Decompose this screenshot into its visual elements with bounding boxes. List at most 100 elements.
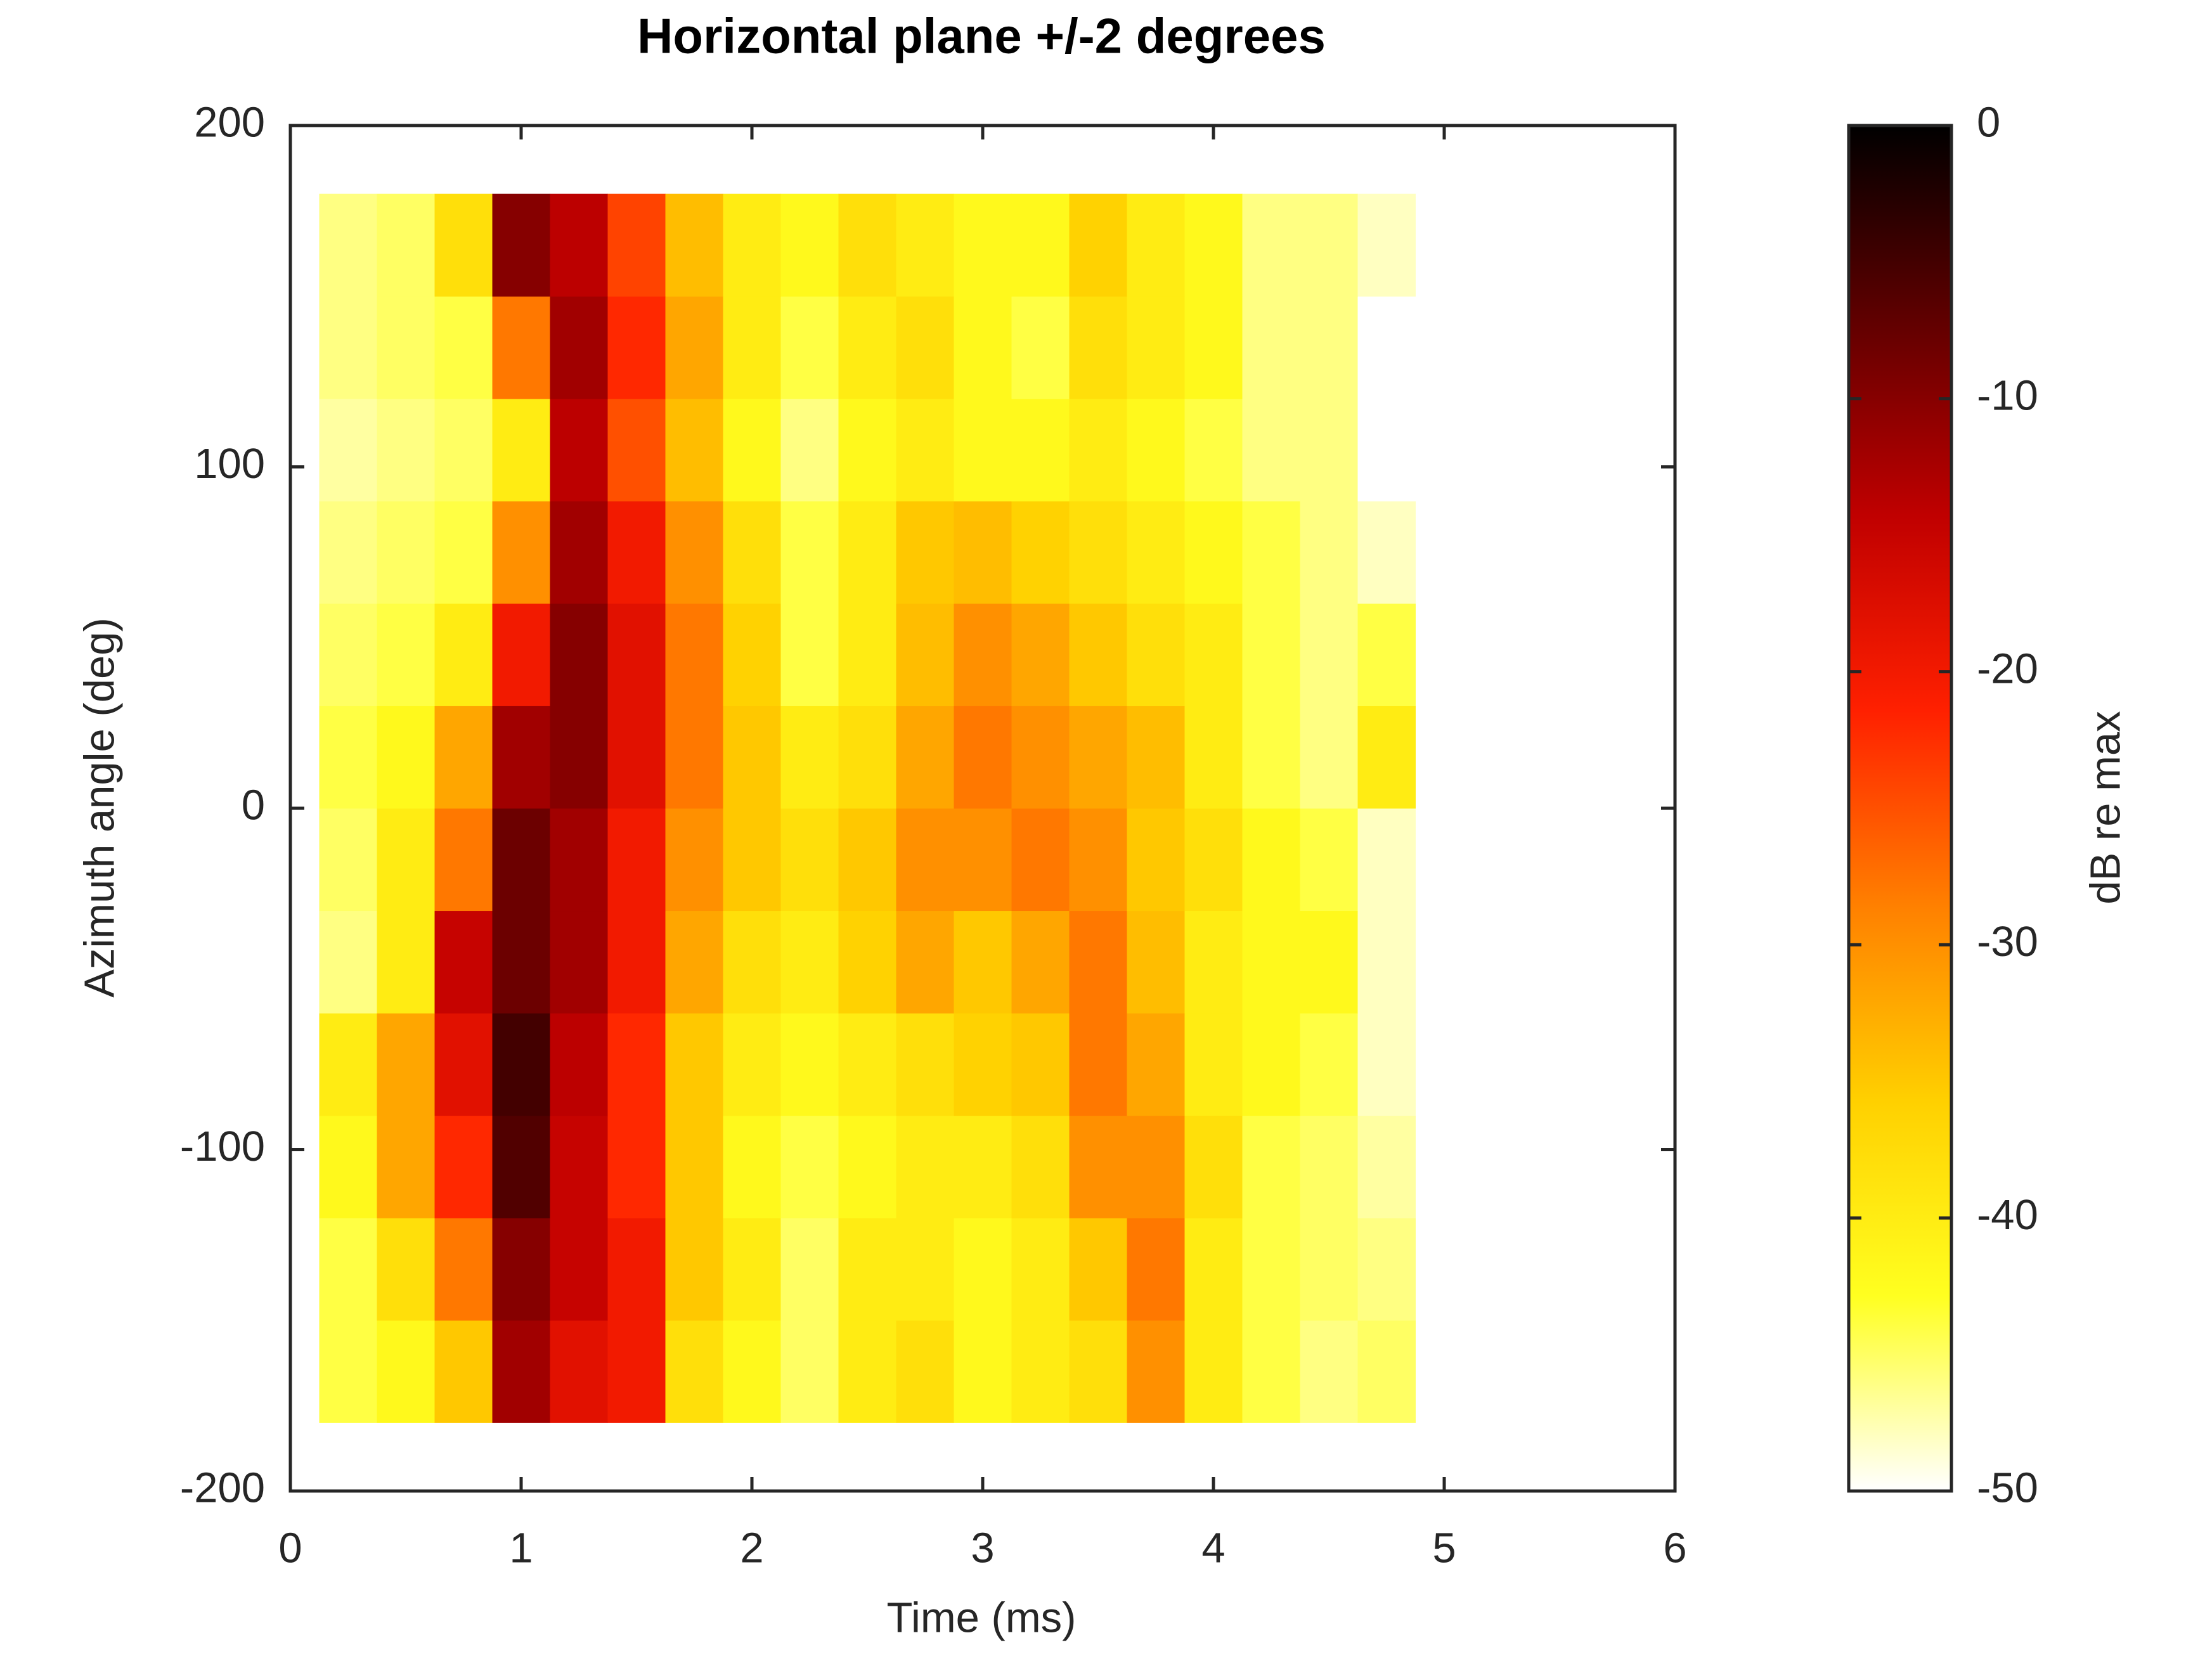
heatmap-cell: [1242, 296, 1300, 399]
y-tick-label: 0: [242, 782, 265, 829]
heatmap-cell: [1357, 603, 1416, 706]
heatmap-cell: [1357, 193, 1416, 297]
heatmap-cell: [896, 1320, 954, 1423]
colorbar-tick-label: -30: [1977, 918, 2038, 965]
heatmap-cell: [896, 296, 954, 399]
heatmap-cell: [723, 1218, 781, 1321]
heatmap-cell: [1300, 1115, 1358, 1218]
heatmap-cell: [1357, 501, 1416, 604]
heatmap-cell: [1300, 193, 1358, 297]
heatmap-cell: [723, 1320, 781, 1423]
heatmap-cell: [723, 706, 781, 809]
heatmap-cell: [550, 1115, 608, 1218]
heatmap-cell: [434, 1218, 493, 1321]
heatmap-cell: [1011, 1013, 1070, 1116]
heatmap-cell: [607, 1320, 666, 1423]
y-tick-label: -100: [180, 1123, 265, 1170]
heatmap-cell: [896, 910, 954, 1014]
heatmap-cell: [954, 193, 1012, 297]
heatmap-cell: [550, 398, 608, 501]
colorbar-tick-label: -10: [1977, 372, 2038, 420]
heatmap-cell: [954, 296, 1012, 399]
heatmap-cell: [1184, 706, 1243, 809]
heatmap-cell: [319, 1320, 377, 1423]
heatmap-cell: [1184, 1115, 1243, 1218]
heatmap-cell: [1127, 603, 1185, 706]
heatmap-cell: [319, 398, 377, 501]
heatmap-cell: [1011, 1115, 1070, 1218]
chart-title: Horizontal plane +/-2 degrees: [637, 8, 1326, 64]
heatmap-cell: [1069, 1218, 1127, 1321]
heatmap-cell: [1069, 1013, 1127, 1116]
heatmap-cell: [1127, 706, 1185, 809]
heatmap-cell: [665, 910, 723, 1014]
heatmap-cell: [607, 501, 666, 604]
heatmap-cell: [1011, 296, 1070, 399]
heatmap-cell: [1300, 706, 1358, 809]
heatmap-cell: [492, 398, 550, 501]
heatmap-cell: [954, 808, 1012, 912]
heatmap-cell: [896, 706, 954, 809]
x-tick-label: 5: [1432, 1525, 1456, 1572]
heatmap-cell: [607, 603, 666, 706]
heatmap-cell: [1127, 193, 1185, 297]
heatmap-cell: [1300, 1013, 1358, 1116]
heatmap-cell: [434, 1320, 493, 1423]
heatmap-cell: [1011, 603, 1070, 706]
heatmap-cell: [492, 1218, 550, 1321]
heatmap-cell: [1357, 910, 1416, 1014]
heatmap-cell: [896, 398, 954, 501]
x-axis-label: Time (ms): [887, 1594, 1077, 1642]
heatmap-cell: [665, 296, 723, 399]
heatmap-cell: [1184, 910, 1243, 1014]
heatmap-cell: [434, 193, 493, 297]
heatmap-cell: [780, 603, 839, 706]
heatmap-cell: [1011, 193, 1070, 297]
heatmap-cell: [1127, 1013, 1185, 1116]
heatmap-cell: [1184, 501, 1243, 604]
heatmap-cell: [723, 910, 781, 1014]
heatmap-cell: [1300, 910, 1358, 1014]
colorbar-tick-label: -40: [1977, 1191, 2038, 1239]
heatmap-cell: [896, 1115, 954, 1218]
heatmap-cell: [1011, 808, 1070, 912]
heatmap-cell: [665, 1115, 723, 1218]
heatmap-cell: [1069, 296, 1127, 399]
heatmap-cell: [780, 501, 839, 604]
heatmap-cell: [1242, 706, 1300, 809]
heatmap-cell: [1184, 603, 1243, 706]
heatmap-cell: [1242, 910, 1300, 1014]
heatmap-cell: [550, 910, 608, 1014]
heatmap-cell: [550, 1320, 608, 1423]
heatmap-cell: [896, 1218, 954, 1321]
heatmap-cell: [954, 1013, 1012, 1116]
heatmap-cell: [780, 193, 839, 297]
heatmap-cell: [607, 1013, 666, 1116]
heatmap-cell: [1184, 1013, 1243, 1116]
heatmap-cell: [492, 1320, 550, 1423]
heatmap-cell: [1300, 296, 1358, 399]
heatmap-cell: [492, 910, 550, 1014]
heatmap-cell: [1242, 398, 1300, 501]
heatmap-cell: [377, 1013, 435, 1116]
heatmap-cell: [319, 501, 377, 604]
heatmap-cell: [838, 1013, 896, 1116]
y-tick-label: 100: [194, 440, 265, 487]
heatmap-cell: [492, 193, 550, 297]
heatmap-cell: [377, 1320, 435, 1423]
heatmap-cell: [665, 706, 723, 809]
heatmap-cell: [838, 706, 896, 809]
heatmap-cell: [1069, 1320, 1127, 1423]
heatmap-cell: [1300, 1320, 1358, 1423]
heatmap-cell: [954, 501, 1012, 604]
colorbar: [1849, 126, 1951, 1491]
heatmap-cell: [838, 193, 896, 297]
heatmap-cell: [319, 808, 377, 912]
heatmap-cell: [1069, 706, 1127, 809]
heatmap-cell: [434, 706, 493, 809]
heatmap-cell: [434, 603, 493, 706]
heatmap-cell: [377, 398, 435, 501]
heatmap-cell: [723, 808, 781, 912]
heatmap-cell: [319, 1218, 377, 1321]
